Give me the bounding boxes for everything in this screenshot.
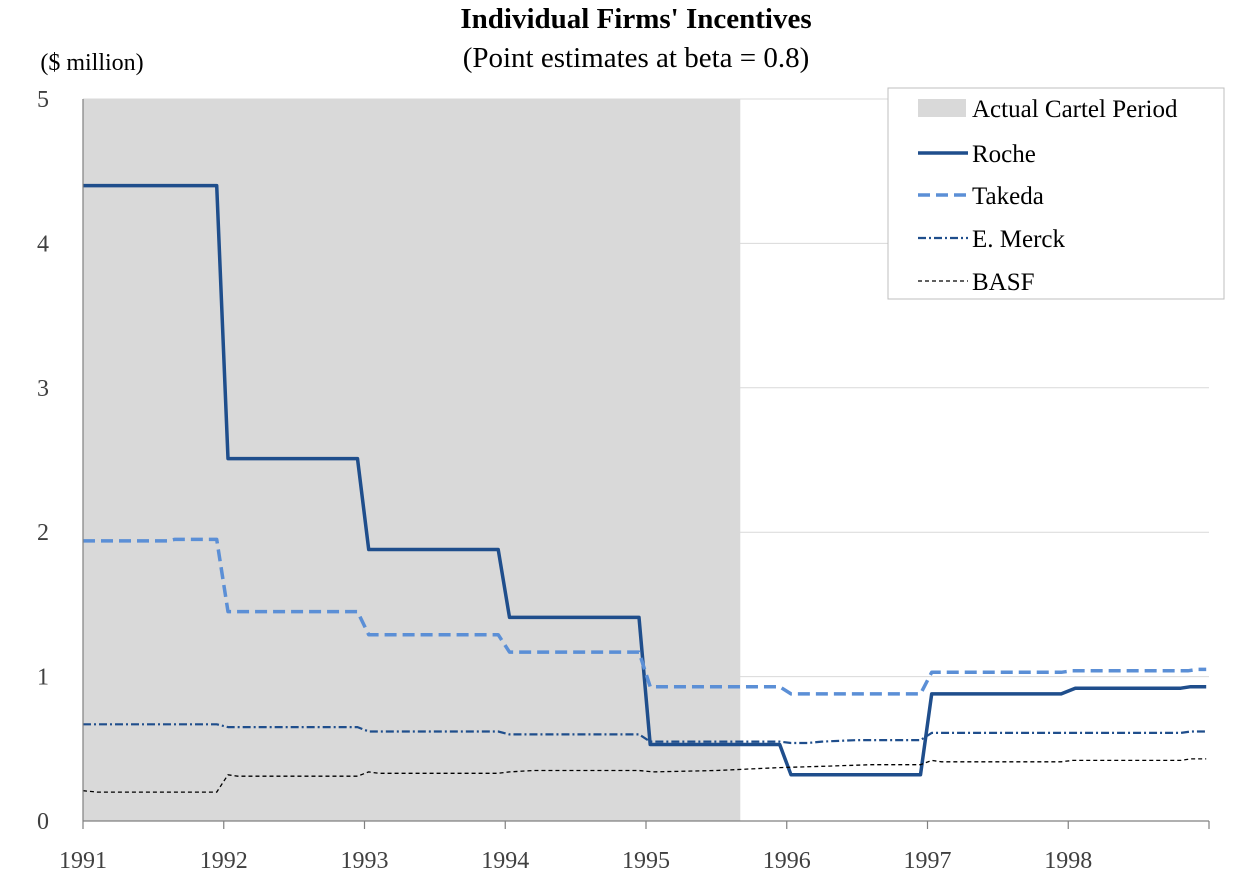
legend-label-takeda: Takeda (972, 183, 1044, 210)
legend: Actual Cartel Period Roche Takeda E. Merck B… (887, 87, 1225, 300)
x-tick-label-1995: 1995 (622, 848, 670, 874)
x-tick-label-1998: 1998 (1044, 848, 1092, 874)
y-axis-unit-label: ($ million) (40, 50, 143, 76)
series-line-roche (83, 183, 1207, 777)
axes (82, 99, 1210, 829)
chart-title: Individual Firms' Incentives (460, 3, 811, 35)
y-tick-label-1: 1 (37, 665, 49, 691)
x-tick-label-1994: 1994 (481, 848, 529, 874)
y-tick-label-5: 5 (37, 87, 49, 113)
y-tick-label-2: 2 (37, 520, 49, 546)
legend-label-e-merck: E. Merck (972, 226, 1066, 253)
legend-label-cartel-period: Actual Cartel Period (972, 96, 1178, 123)
y-tick-label-4: 4 (37, 231, 49, 257)
x-tick-label-1992: 1992 (200, 848, 248, 874)
x-tick-label-1996: 1996 (763, 848, 811, 874)
x-tick-label-1997: 1997 (904, 848, 952, 874)
x-tick-label-1991: 1991 (59, 848, 107, 874)
y-tick-label-3: 3 (37, 376, 49, 402)
tick-labels: 1991 1992 1993 1994 1995 1996 1997 1998 0 1 2 3 4 5 (37, 87, 1092, 874)
series-line-e-merck (83, 723, 1207, 745)
y-tick-label-0: 0 (37, 809, 49, 835)
chart-subtitle: (Point estimates at beta = 0.8) (463, 42, 810, 74)
series-line-takeda (83, 537, 1207, 696)
series-lines (82, 183, 1207, 793)
series-line-basf (82, 758, 1207, 793)
cartel-period-shading (83, 99, 741, 821)
x-tick-label-1993: 1993 (341, 848, 389, 874)
legend-label-roche: Roche (972, 141, 1036, 168)
legend-label-basf: BASF (972, 269, 1035, 296)
legend-swatch-cartel-period (918, 99, 966, 117)
